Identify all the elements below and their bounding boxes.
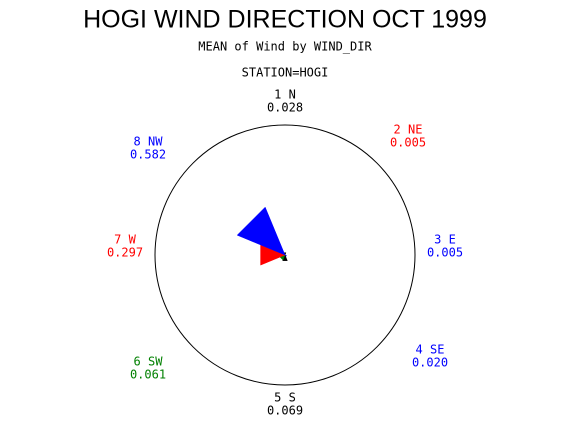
direction-label: 1 N <box>274 88 296 102</box>
direction-label: 8 NW <box>134 135 164 149</box>
value-label: 0.005 <box>427 246 463 260</box>
value-label: 0.005 <box>390 136 426 150</box>
direction-label: 2 NE <box>394 123 423 137</box>
value-label: 0.061 <box>130 368 166 382</box>
outer-circle <box>154 124 416 386</box>
value-label: 0.582 <box>130 148 166 162</box>
direction-label: 7 W <box>114 233 136 247</box>
wedge <box>236 206 286 256</box>
direction-label: 3 E <box>434 233 456 247</box>
value-label: 0.028 <box>267 101 303 115</box>
chart-subtitle: MEAN of Wind by WIND_DIR <box>198 40 372 54</box>
direction-label: 4 SE <box>416 343 445 357</box>
value-label: 0.020 <box>412 356 448 370</box>
value-label: 0.297 <box>107 246 143 260</box>
direction-label: 5 S <box>274 391 296 405</box>
chart-title: HOGI WIND DIRECTION OCT 1999 <box>83 6 487 34</box>
direction-label: 6 SW <box>134 355 164 369</box>
value-label: 0.069 <box>267 404 303 418</box>
group-label: STATION=HOGI <box>242 66 329 80</box>
